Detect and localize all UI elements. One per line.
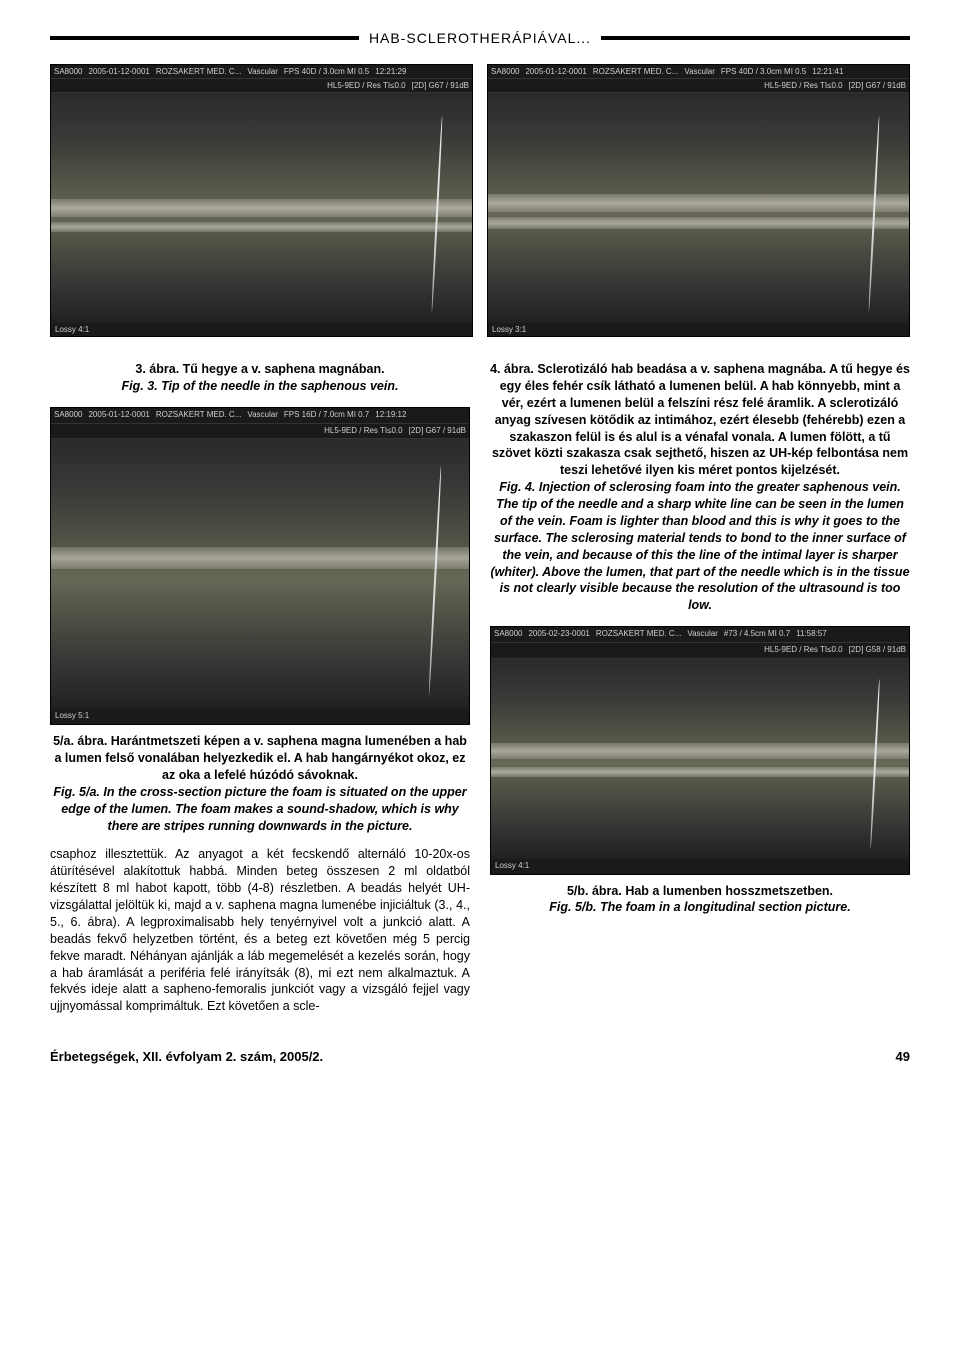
fig4-bold: 4. ábra. Sclerotizáló hab beadása a v. s…: [490, 361, 910, 479]
page-footer: Érbetegségek, XII. évfolyam 2. szám, 200…: [50, 1049, 910, 1064]
us1-time: 12:21:29: [375, 67, 406, 76]
fig3-caption: 3. ábra. Tű hegye a v. saphena magnában.…: [50, 361, 470, 395]
left-column: 3. ábra. Tű hegye a v. saphena magnában.…: [50, 353, 470, 1025]
header-rule-left: [50, 36, 359, 40]
us2-date: 2005-01-12-0001: [525, 67, 586, 76]
us3-header2: HL5-9ED / Res TI≤0.0 [2D] G67 / 91dB: [51, 424, 469, 440]
fig5b-italic: Fig. 5/b. The foam in a longitudinal sec…: [490, 899, 910, 916]
top-image-row: SA8000 2005-01-12-0001 ROZSAKERT MED. C.…: [50, 64, 910, 337]
us3-settings-a: FPS 16D / 7.0cm MI 0.7: [284, 410, 369, 421]
us3-header: SA8000 2005-01-12-0001 ROZSAKERT MED. C.…: [51, 408, 469, 424]
fig5a-caption: 5/a. ábra. Harántmetszeti képen a v. sap…: [50, 733, 470, 834]
fig5b-bold: 5/b. ábra. Hab a lumenben hosszmetszetbe…: [490, 883, 910, 900]
fig5b-caption: 5/b. ábra. Hab a lumenben hosszmetszetbe…: [490, 883, 910, 917]
us3-body: [51, 439, 469, 709]
us3-band-1: [51, 547, 469, 569]
us1-settings-b: HL5-9ED / Res TI≤0.0: [327, 81, 406, 90]
us2-band-1: [488, 194, 909, 212]
footer-page-number: 49: [896, 1049, 910, 1064]
us3-settings-b: HL5-9ED / Res TI≤0.0: [324, 426, 403, 437]
footer-left: Érbetegségek, XII. évfolyam 2. szám, 200…: [50, 1049, 323, 1064]
us3-mode: Vascular: [247, 410, 278, 421]
us4-band-2: [491, 767, 909, 777]
us1-header: SA8000 2005-01-12-0001 ROZSAKERT MED. C.…: [51, 65, 472, 79]
fig3-bold: 3. ábra. Tű hegye a v. saphena magnában.: [50, 361, 470, 378]
us1-machine: SA8000: [54, 67, 82, 76]
us4-machine: SA8000: [494, 629, 522, 640]
us3-machine: SA8000: [54, 410, 82, 421]
us2-footer: Lossy 3:1: [488, 323, 909, 336]
us4-header: SA8000 2005-02-23-0001 ROZSAKERT MED. C.…: [491, 627, 909, 643]
us2-mode: Vascular: [684, 67, 715, 76]
ultrasound-image-2: SA8000 2005-01-12-0001 ROZSAKERT MED. C.…: [487, 64, 910, 337]
us1-source: ROZSAKERT MED. C...: [156, 67, 242, 76]
us2-settings-a: FPS 40D / 3.0cm MI 0.5: [721, 67, 806, 76]
us2-machine: SA8000: [491, 67, 519, 76]
us2-header2: HL5-9ED / Res TI≤0.0 [2D] G67 / 91dB: [488, 79, 909, 93]
fig5a-italic: Fig. 5/a. In the cross-section picture t…: [50, 784, 470, 835]
header-title: HAB-SCLEROTHERÁPIÁVAL...: [369, 30, 591, 46]
us2-settings-b: HL5-9ED / Res TI≤0.0: [764, 81, 843, 90]
us1-band-2: [51, 222, 472, 232]
us1-settings-a: FPS 40D / 3.0cm MI 0.5: [284, 67, 369, 76]
us2-source: ROZSAKERT MED. C...: [593, 67, 679, 76]
us4-date: 2005-02-23-0001: [528, 629, 589, 640]
header-row: HAB-SCLEROTHERÁPIÁVAL...: [50, 30, 910, 46]
header-rule-right: [601, 36, 910, 40]
ultrasound-image-1: SA8000 2005-01-12-0001 ROZSAKERT MED. C.…: [50, 64, 473, 337]
us4-footer: Lossy 4:1: [491, 859, 909, 874]
us4-band-1: [491, 743, 909, 759]
us4-settings-c: [2D] G58 / 91dB: [849, 645, 906, 656]
us4-mode: Vascular: [687, 629, 718, 640]
columns: 3. ábra. Tű hegye a v. saphena magnában.…: [50, 353, 910, 1025]
us4-body: [491, 659, 909, 859]
ultrasound-image-4: SA8000 2005-02-23-0001 ROZSAKERT MED. C.…: [490, 626, 910, 874]
fig4-italic: Fig. 4. Injection of sclerosing foam int…: [490, 479, 910, 614]
us2-time: 12:21:41: [812, 67, 843, 76]
us4-time: 11:58:57: [796, 629, 827, 640]
us1-date: 2005-01-12-0001: [88, 67, 149, 76]
us2-header: SA8000 2005-01-12-0001 ROZSAKERT MED. C.…: [488, 65, 909, 79]
page: HAB-SCLEROTHERÁPIÁVAL... SA8000 2005-01-…: [0, 0, 960, 1084]
body-paragraph: csaphoz illesztettük. Az anyagot a két f…: [50, 846, 470, 1015]
ultrasound-image-3: SA8000 2005-01-12-0001 ROZSAKERT MED. C.…: [50, 407, 470, 725]
us4-settings-b: HL5-9ED / Res TI≤0.0: [764, 645, 843, 656]
fig3-italic: Fig. 3. Tip of the needle in the sapheno…: [50, 378, 470, 395]
us1-band-1: [51, 199, 472, 217]
us3-source: ROZSAKERT MED. C...: [156, 410, 242, 421]
us1-header2: HL5-9ED / Res TI≤0.0 [2D] G67 / 91dB: [51, 79, 472, 93]
us1-settings-c: [2D] G67 / 91dB: [412, 81, 469, 90]
us1-mode: Vascular: [247, 67, 278, 76]
us3-settings-c: [2D] G67 / 91dB: [409, 426, 466, 437]
right-column: 4. ábra. Sclerotizáló hab beadása a v. s…: [490, 353, 910, 1025]
us2-band-2: [488, 217, 909, 229]
us4-header2: HL5-9ED / Res TI≤0.0 [2D] G58 / 91dB: [491, 643, 909, 659]
us3-footer: Lossy 5:1: [51, 709, 469, 724]
us4-settings-a: #73 / 4.5cm MI 0.7: [724, 629, 790, 640]
us2-settings-c: [2D] G67 / 91dB: [849, 81, 906, 90]
us3-time: 12:19:12: [375, 410, 406, 421]
fig4-caption: 4. ábra. Sclerotizáló hab beadása a v. s…: [490, 361, 910, 614]
us4-source: ROZSAKERT MED. C...: [596, 629, 682, 640]
us1-body: [51, 93, 472, 323]
fig5a-bold: 5/a. ábra. Harántmetszeti képen a v. sap…: [50, 733, 470, 784]
us3-date: 2005-01-12-0001: [88, 410, 149, 421]
us2-body: [488, 93, 909, 323]
us1-footer: Lossy 4:1: [51, 323, 472, 336]
